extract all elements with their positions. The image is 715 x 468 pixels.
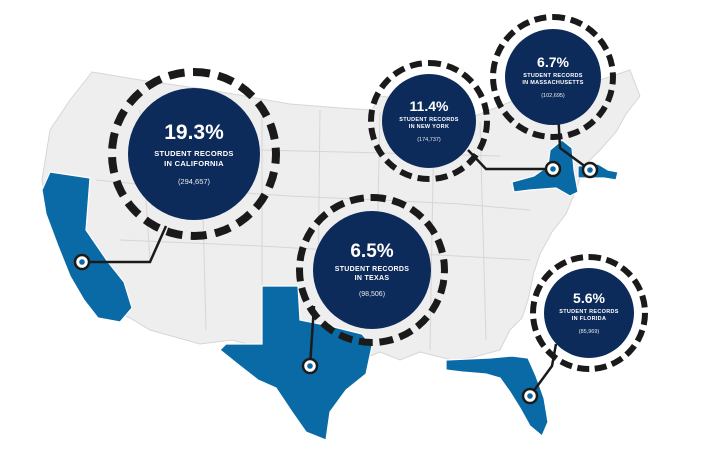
- callout-percent: 19.3%: [164, 121, 224, 145]
- callout-label: STUDENT RECORDS IN FLORIDA: [559, 309, 619, 323]
- callout-new-york: 11.4% STUDENT RECORDS IN NEW YORK (174,7…: [382, 74, 476, 168]
- callout-count: (98,506): [358, 291, 386, 299]
- callout-label-line1: STUDENT RECORDS: [334, 265, 410, 273]
- callout-label: STUDENT RECORDS IN NEW YORK: [399, 117, 459, 131]
- callout-ring-california: [108, 68, 280, 240]
- state-florida: [445, 355, 549, 437]
- callout-percent: 6.7%: [537, 54, 569, 71]
- callout-label-line2: IN NEW YORK: [408, 124, 450, 130]
- state-california: [41, 171, 133, 323]
- callout-label-line2: IN MASSACHUSETTS: [522, 80, 584, 86]
- callout-texas: 6.5% STUDENT RECORDS IN TEXAS (98,506): [313, 211, 431, 329]
- callout-label-line2: IN FLORIDA: [571, 316, 607, 322]
- location-markers: [73, 160, 599, 405]
- callout-label-line1: STUDENT RECORDS: [523, 73, 583, 80]
- callout-label-line1: STUDENT RECORDS: [559, 309, 619, 316]
- callout-label-line2: IN TEXAS: [354, 274, 390, 282]
- callout-massachusetts: 6.7% STUDENT RECORDS IN MASSACHUSETTS (1…: [505, 29, 601, 125]
- callout-florida: 5.6% STUDENT RECORDS IN FLORIDA (85,969): [544, 268, 634, 358]
- callout-label-line1: STUDENT RECORDS: [154, 149, 234, 159]
- callout-count: (174,737): [417, 136, 441, 143]
- callout-label: STUDENT RECORDS IN MASSACHUSETTS: [522, 73, 583, 87]
- callout-label: STUDENT RECORDS IN TEXAS: [335, 266, 410, 284]
- callout-count: (294,657): [177, 176, 211, 186]
- callout-percent: 6.5%: [350, 240, 394, 262]
- callout-percent: 5.6%: [573, 290, 605, 307]
- callout-ring-florida: [530, 254, 648, 372]
- callout-ring-new-york: [368, 60, 490, 182]
- callout-count: (85,969): [578, 328, 600, 335]
- callout-label-line1: STUDENT RECORDS: [399, 117, 459, 124]
- callout-label: STUDENT RECORDS IN CALIFORNIA: [154, 149, 234, 168]
- callout-count: (102,695): [541, 92, 565, 99]
- callout-ring-massachusetts: [490, 14, 616, 140]
- callout-label-line2: IN CALIFORNIA: [164, 158, 224, 168]
- callout-ring-texas: [296, 194, 448, 346]
- callout-california: 19.3% STUDENT RECORDS IN CALIFORNIA (294…: [128, 88, 260, 220]
- callout-percent: 11.4%: [409, 98, 449, 115]
